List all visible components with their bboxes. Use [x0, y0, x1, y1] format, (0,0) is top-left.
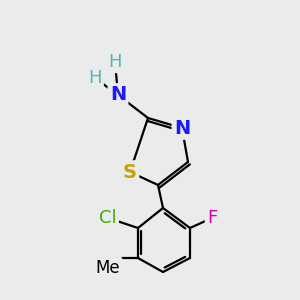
Text: N: N	[110, 85, 126, 104]
Text: N: N	[174, 118, 190, 137]
Text: F: F	[207, 209, 217, 227]
Text: S: S	[123, 163, 137, 182]
Text: H: H	[108, 53, 122, 71]
Text: H: H	[88, 69, 102, 87]
Text: Me: Me	[96, 259, 120, 277]
Text: Cl: Cl	[99, 209, 117, 227]
